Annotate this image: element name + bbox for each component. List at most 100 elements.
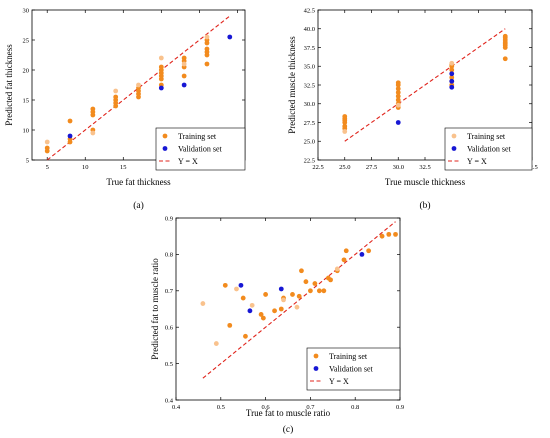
validation-point (449, 84, 455, 90)
training-point (278, 306, 284, 312)
legend-label: Y = X (467, 157, 487, 166)
y-tick-label: 0.5 (165, 361, 173, 368)
panel-label: (c) (283, 424, 294, 435)
training-point (294, 304, 300, 310)
reference-line-y-equals-x (344, 28, 506, 142)
training-point (312, 281, 318, 286)
x-tick-label: 32.5 (419, 164, 430, 171)
y-tick-label: 5 (26, 157, 29, 164)
chart-panel-a: 5101520253051015202530Training setValida… (4, 7, 246, 211)
y-tick-label: 10 (23, 127, 30, 134)
training-point (136, 82, 141, 88)
y-axis-label: Predicted muscle thickness (287, 36, 297, 134)
training-point (395, 93, 401, 99)
validation-point (158, 85, 164, 91)
validation-point (247, 308, 253, 314)
training-point (303, 279, 309, 285)
y-tick-label: 0.8 (165, 252, 173, 259)
training-point (379, 233, 385, 239)
legend-marker (162, 133, 168, 139)
x-tick-label: 0.5 (217, 404, 225, 411)
y-axis-label: Predicted fat to muscle ratio (150, 258, 160, 360)
training-point (342, 129, 348, 134)
x-tick-label: 0.8 (351, 404, 359, 411)
training-point (222, 282, 228, 288)
legend-label: Validation set (178, 145, 223, 154)
y-tick-label: 30 (23, 7, 30, 14)
x-tick-label: 27.5 (366, 164, 377, 171)
training-point (290, 292, 295, 297)
training-point (395, 97, 401, 103)
training-point (258, 312, 264, 317)
training-point (342, 123, 348, 129)
x-axis-label: True muscle thickness (385, 177, 466, 187)
legend-label: Training set (178, 132, 217, 141)
training-point (44, 139, 50, 145)
validation-point (227, 34, 233, 40)
training-point (249, 302, 255, 308)
training-point (341, 257, 347, 263)
x-tick-label: 5 (46, 164, 49, 171)
training-point (308, 288, 313, 294)
training-point (67, 118, 73, 124)
x-tick-label: 0.9 (396, 404, 404, 411)
y-tick-label: 30.0 (304, 101, 315, 108)
training-point (449, 67, 455, 73)
legend-marker (313, 366, 319, 371)
training-point (227, 322, 233, 328)
panel-label: (a) (133, 200, 144, 211)
legend-label: Validation set (467, 145, 512, 154)
legend-marker (313, 353, 319, 359)
training-point (395, 80, 401, 86)
chart-panel-b: 22.5 25.0 27.5 30.0 32.5 35.0 37.5 40.0 42.5 22.5… (287, 7, 538, 211)
y-tick-label: 42.5 (304, 7, 315, 14)
legend-label: Validation set (329, 365, 374, 374)
validation-point (181, 82, 187, 88)
panel-label: (b) (419, 200, 430, 211)
training-point (158, 55, 164, 61)
y-tick-label: 27.5 (304, 120, 315, 127)
training-point (299, 268, 304, 274)
training-point (395, 86, 401, 92)
legend-label: Training set (467, 132, 506, 141)
x-tick-label: 0.4 (172, 404, 181, 411)
y-tick-label: 20 (23, 67, 30, 74)
y-tick-label: 25 (23, 37, 30, 44)
validation-point (238, 282, 244, 288)
validation-point (449, 71, 455, 77)
training-point (502, 33, 508, 39)
x-axis-label: True fat to muscle ratio (246, 408, 331, 418)
validation-point (278, 286, 284, 292)
legend-box (444, 127, 533, 171)
training-point (334, 266, 340, 272)
training-point (272, 308, 277, 314)
training-point (234, 286, 239, 292)
training-point (395, 102, 401, 108)
legend-label: Training set (329, 352, 368, 361)
legend-marker (451, 133, 457, 139)
training-point (181, 55, 187, 61)
training-point (281, 297, 286, 303)
x-tick-label: 25.0 (339, 164, 350, 171)
legend-box (155, 127, 246, 171)
chart-panel-c: 0.4 0.5 0.6 0.7 0.8 0.9 0.4 0.5 0.6 0.7 0.8 0.9 Trai… (150, 215, 404, 435)
y-tick-label: 40.0 (304, 26, 315, 33)
training-point (213, 341, 219, 346)
training-point (158, 64, 164, 70)
reference-line-y-equals-x (202, 221, 396, 379)
y-axis-label: Predicted fat thickness (4, 44, 14, 126)
training-point (181, 61, 187, 67)
validation-point (359, 252, 365, 257)
y-tick-label: 32.5 (304, 82, 315, 89)
y-tick-label: 35.0 (304, 64, 315, 71)
plot-frame (31, 9, 246, 161)
training-point (263, 292, 268, 297)
y-tick-label: 0.4 (165, 397, 174, 404)
y-tick-label: 22.5 (304, 157, 315, 164)
training-point (44, 145, 50, 151)
training-point (502, 56, 508, 62)
y-tick-label: 0.6 (165, 325, 174, 332)
x-tick-label: 0.7 (306, 404, 315, 411)
y-tick-label: 15 (23, 97, 30, 104)
